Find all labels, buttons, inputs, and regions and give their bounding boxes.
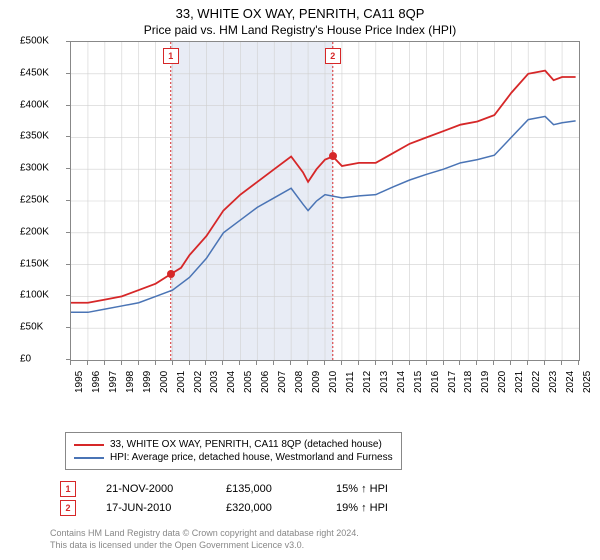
x-tick-label: 2025 [582,371,593,393]
x-tick-label: 2021 [514,371,525,393]
sale-marker-icon: 2 [60,500,76,516]
series-hpi [71,116,576,312]
y-tick-label: £450K [20,67,49,78]
x-tick-label: 2008 [294,371,305,393]
sale-marker-icon: 2 [325,48,341,64]
legend-color-swatch [74,457,104,459]
x-tick-label: 1997 [108,371,119,393]
sale-marker-icon: 1 [163,48,179,64]
sale-point-icon [329,152,337,160]
legend-label: 33, WHITE OX WAY, PENRITH, CA11 8QP (det… [110,439,382,450]
legend-box: 33, WHITE OX WAY, PENRITH, CA11 8QP (det… [65,432,402,470]
x-tick-label: 2023 [548,371,559,393]
x-tick-label: 2004 [226,371,237,393]
sale-date: 17-JUN-2010 [106,502,196,514]
legend-item: 33, WHITE OX WAY, PENRITH, CA11 8QP (det… [74,439,393,450]
x-tick-label: 2000 [159,371,170,393]
x-tick-label: 2018 [463,371,474,393]
legend-color-swatch [74,444,104,446]
y-tick-label: £300K [20,163,49,174]
x-tick-label: 1999 [142,371,153,393]
x-tick-label: 2010 [328,371,339,393]
y-tick-label: £50K [20,322,43,333]
sales-table: 1 21-NOV-2000 £135,000 15% ↑ HPI 2 17-JU… [60,478,388,519]
x-tick-label: 2015 [413,371,424,393]
footnote-line: Contains HM Land Registry data © Crown c… [50,528,359,538]
y-tick-label: £0 [20,354,31,365]
chart-subtitle: Price paid vs. HM Land Registry's House … [0,21,600,41]
table-row: 2 17-JUN-2010 £320,000 19% ↑ HPI [60,500,388,516]
x-tick-label: 1996 [91,371,102,393]
plot-area: 12 [70,41,580,361]
y-tick-label: £100K [20,290,49,301]
plot-svg [71,42,579,360]
y-tick-label: £150K [20,258,49,269]
legend-item: HPI: Average price, detached house, West… [74,452,393,463]
x-tick-label: 2012 [362,371,373,393]
x-tick-label: 2007 [277,371,288,393]
x-tick-label: 2011 [345,371,356,393]
x-tick-label: 2020 [497,371,508,393]
x-tick-label: 2017 [447,371,458,393]
x-tick-label: 2003 [209,371,220,393]
sale-date: 21-NOV-2000 [106,483,196,495]
sale-delta: 19% ↑ HPI [336,502,388,514]
y-tick-label: £500K [20,36,49,47]
x-tick-label: 2016 [430,371,441,393]
x-tick-label: 1998 [125,371,136,393]
sale-delta: 15% ↑ HPI [336,483,388,495]
y-tick-label: £200K [20,226,49,237]
x-tick-label: 2009 [311,371,322,393]
footnote-line: This data is licensed under the Open Gov… [50,540,304,550]
chart-title: 33, WHITE OX WAY, PENRITH, CA11 8QP [0,0,600,21]
y-tick-label: £350K [20,131,49,142]
x-tick-label: 2014 [396,371,407,393]
x-tick-label: 2024 [565,371,576,393]
x-tick-label: 2013 [379,371,390,393]
x-tick-label: 2022 [531,371,542,393]
sale-marker-icon: 1 [60,481,76,497]
chart-area: £0£50K£100K£150K£200K£250K£300K£350K£400… [30,41,590,391]
sale-price: £320,000 [226,502,306,514]
chart-container: 33, WHITE OX WAY, PENRITH, CA11 8QP Pric… [0,0,600,560]
table-row: 1 21-NOV-2000 £135,000 15% ↑ HPI [60,481,388,497]
y-tick-label: £400K [20,99,49,110]
sale-price: £135,000 [226,483,306,495]
x-tick-label: 2001 [176,371,187,393]
x-tick-label: 1995 [74,371,85,393]
x-tick-label: 2019 [480,371,491,393]
x-tick-label: 2005 [243,371,254,393]
x-tick-label: 2002 [193,371,204,393]
y-tick-label: £250K [20,195,49,206]
footnote: Contains HM Land Registry data © Crown c… [50,528,359,551]
x-tick-label: 2006 [260,371,271,393]
legend-label: HPI: Average price, detached house, West… [110,452,393,463]
sale-point-icon [167,270,175,278]
